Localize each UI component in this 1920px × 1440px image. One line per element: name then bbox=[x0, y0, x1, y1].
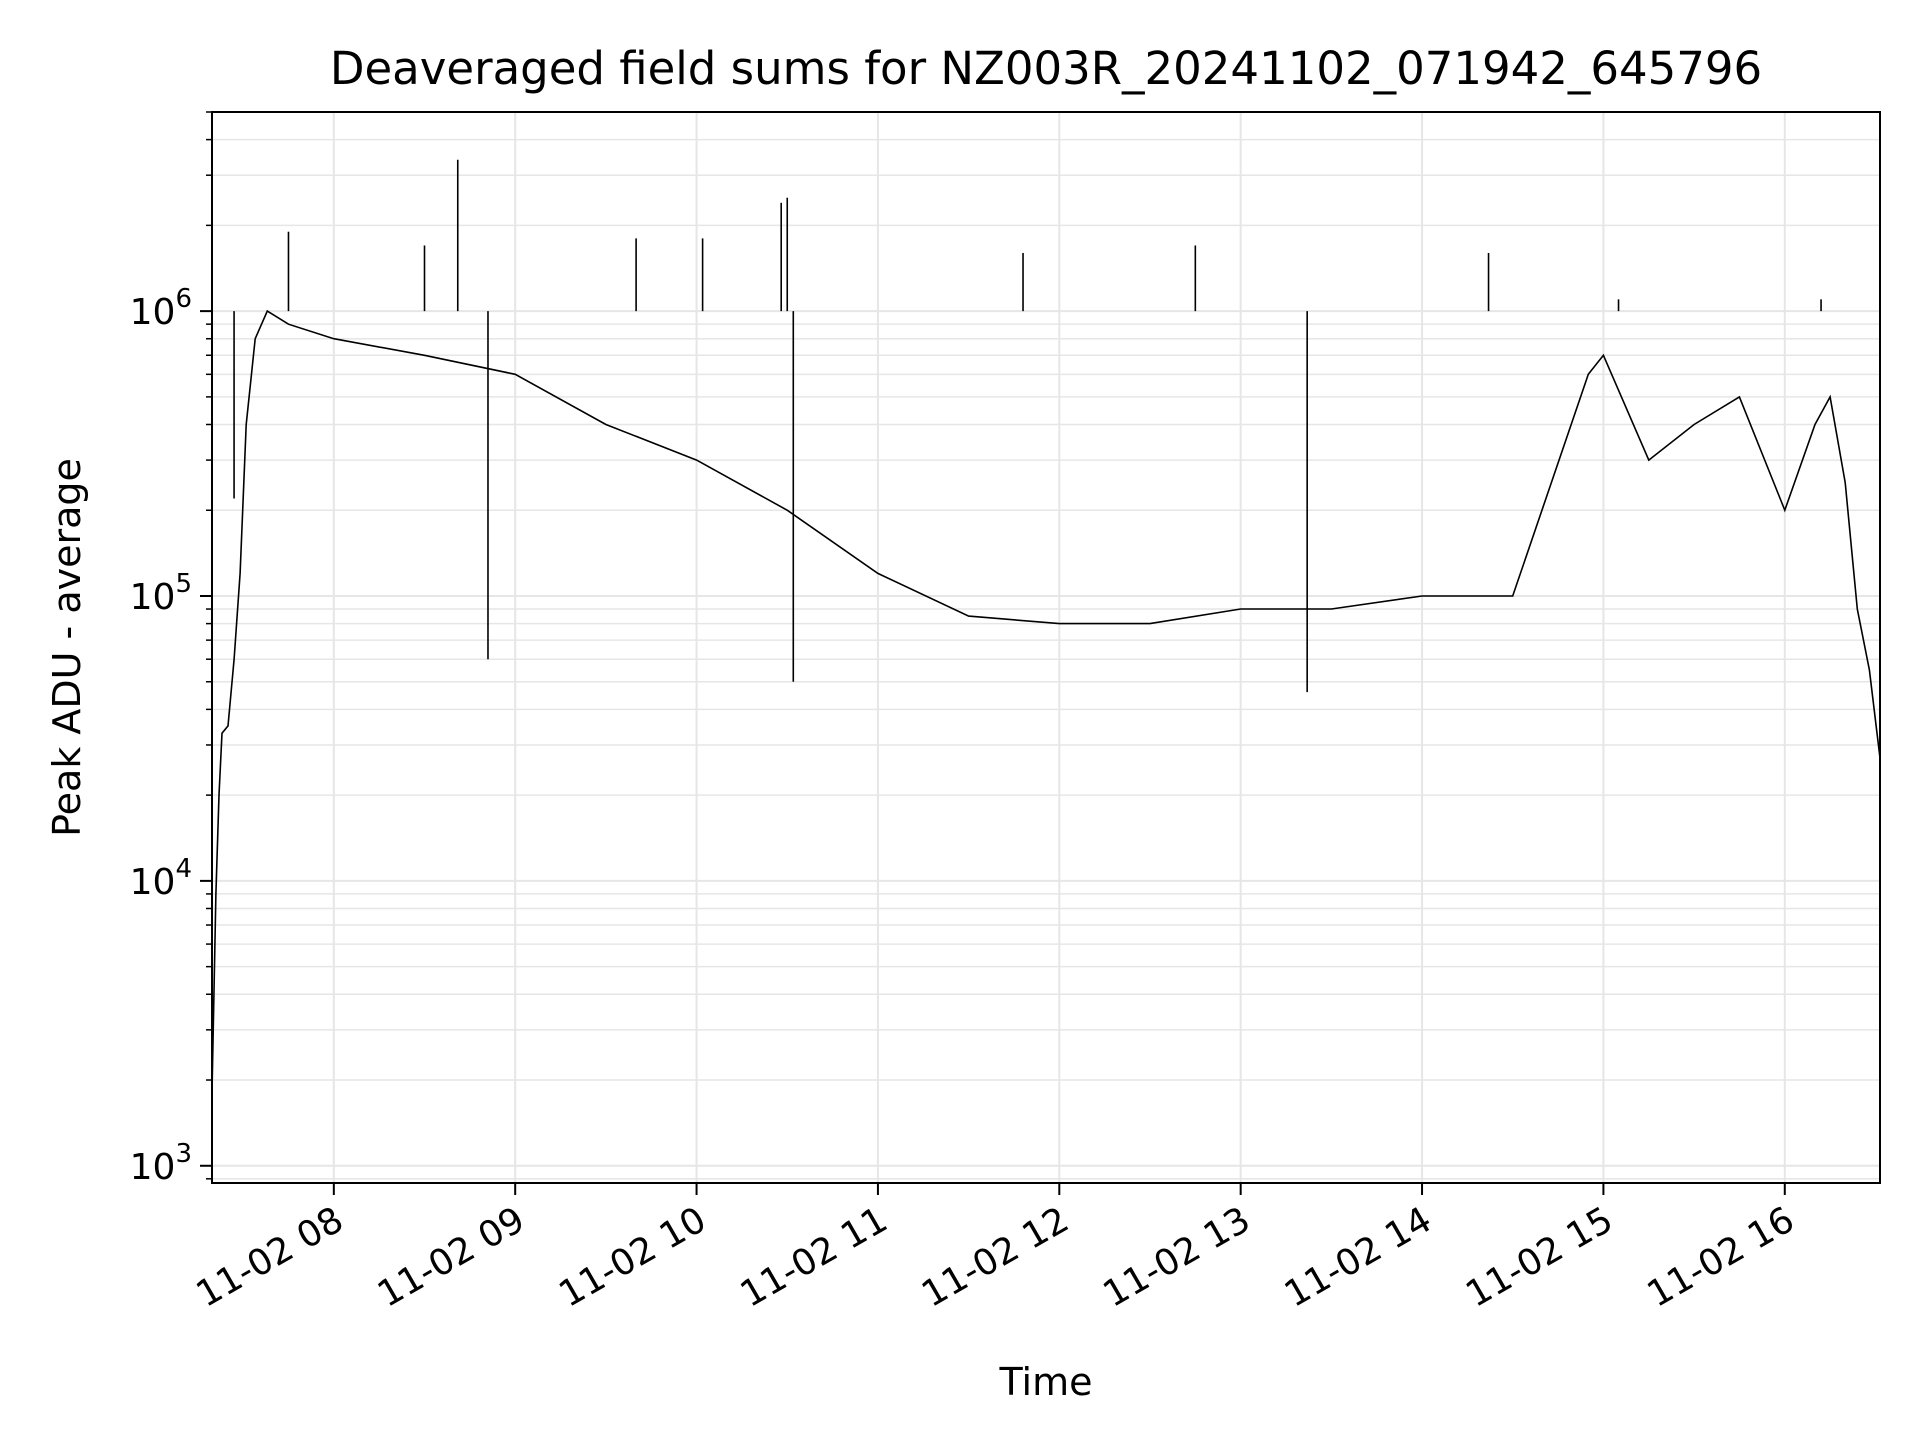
y-tick-label: 104 bbox=[130, 854, 192, 903]
plot-frame bbox=[211, 111, 1881, 1184]
grid bbox=[212, 111, 1880, 1183]
y-tick-label: 106 bbox=[130, 284, 192, 333]
y-tick-label: 105 bbox=[130, 569, 192, 618]
data-layer bbox=[211, 159, 1881, 1094]
chart-title: Deaveraged field sums for NZ003R_2024110… bbox=[330, 42, 1762, 95]
series-line bbox=[211, 309, 1881, 1094]
y-tick-label: 103 bbox=[130, 1139, 192, 1188]
y-axis-label: Peak ADU - average bbox=[45, 458, 89, 837]
x-axis-label: Time bbox=[999, 1360, 1093, 1404]
